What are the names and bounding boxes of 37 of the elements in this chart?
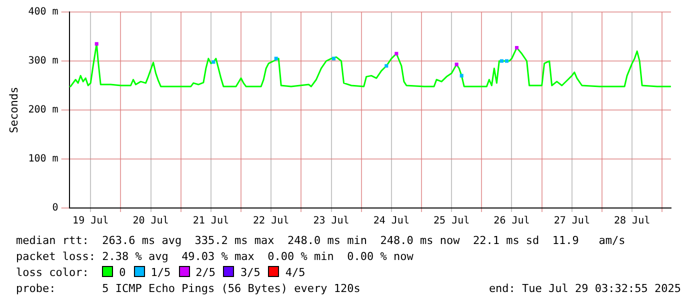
x-tick-label: 22 Jul: [253, 216, 290, 227]
point: [394, 52, 398, 56]
legend-label: 3/5: [239, 266, 260, 279]
y-tick-label: 300 m: [28, 56, 58, 67]
x-tick-label: 23 Jul: [313, 216, 350, 227]
x-tick-label: 28 Jul: [614, 216, 650, 227]
x-tick-label: 27 Jul: [554, 216, 590, 227]
x-tick-label: 24 Jul: [373, 216, 410, 227]
point: [454, 62, 458, 66]
x-tick-label: 25 Jul: [434, 216, 470, 227]
x-tick-label: 26 Jul: [494, 216, 530, 227]
point: [460, 74, 464, 78]
x-tick-label: 21 Jul: [192, 216, 229, 227]
point: [212, 60, 216, 64]
text: end: Tue Jul 29 03:32:55 2025: [488, 281, 681, 297]
y-axis-title: Seconds: [7, 86, 20, 134]
legend-label: 4/5: [284, 266, 306, 279]
point: [274, 56, 278, 60]
y-tick-label: 200 m: [28, 104, 58, 116]
point: [500, 59, 504, 63]
y-tick-label: 0: [52, 202, 58, 214]
x-tick-label: 20 Jul: [132, 216, 169, 227]
x-tick-label: 19 Jul: [72, 216, 109, 227]
text: median rtt: 263.6 ms avg 335.2 ms max 248.0 ms min 248.0 ms now 22.1 ms sd 11.9 am/s: [16, 233, 626, 249]
y-tick-label: 100 m: [28, 154, 58, 165]
point: [384, 64, 388, 68]
legend-label: 0: [118, 266, 126, 279]
legend-label: 2/5: [194, 266, 216, 279]
legend-label: 1/5: [150, 266, 171, 279]
y-tick-label: 400 m: [28, 6, 58, 18]
text: probe: 5 ICMP Echo Pings (56 Bytes) every 120s: [16, 281, 360, 297]
point: [94, 42, 98, 46]
point: [514, 46, 519, 50]
legend-title: loss color:: [16, 266, 90, 279]
text: packet loss: 2.38 % avg 49.03 % max 0.00 % min 0.00 % now: [16, 249, 414, 265]
point: [332, 56, 336, 60]
point: [504, 59, 508, 63]
